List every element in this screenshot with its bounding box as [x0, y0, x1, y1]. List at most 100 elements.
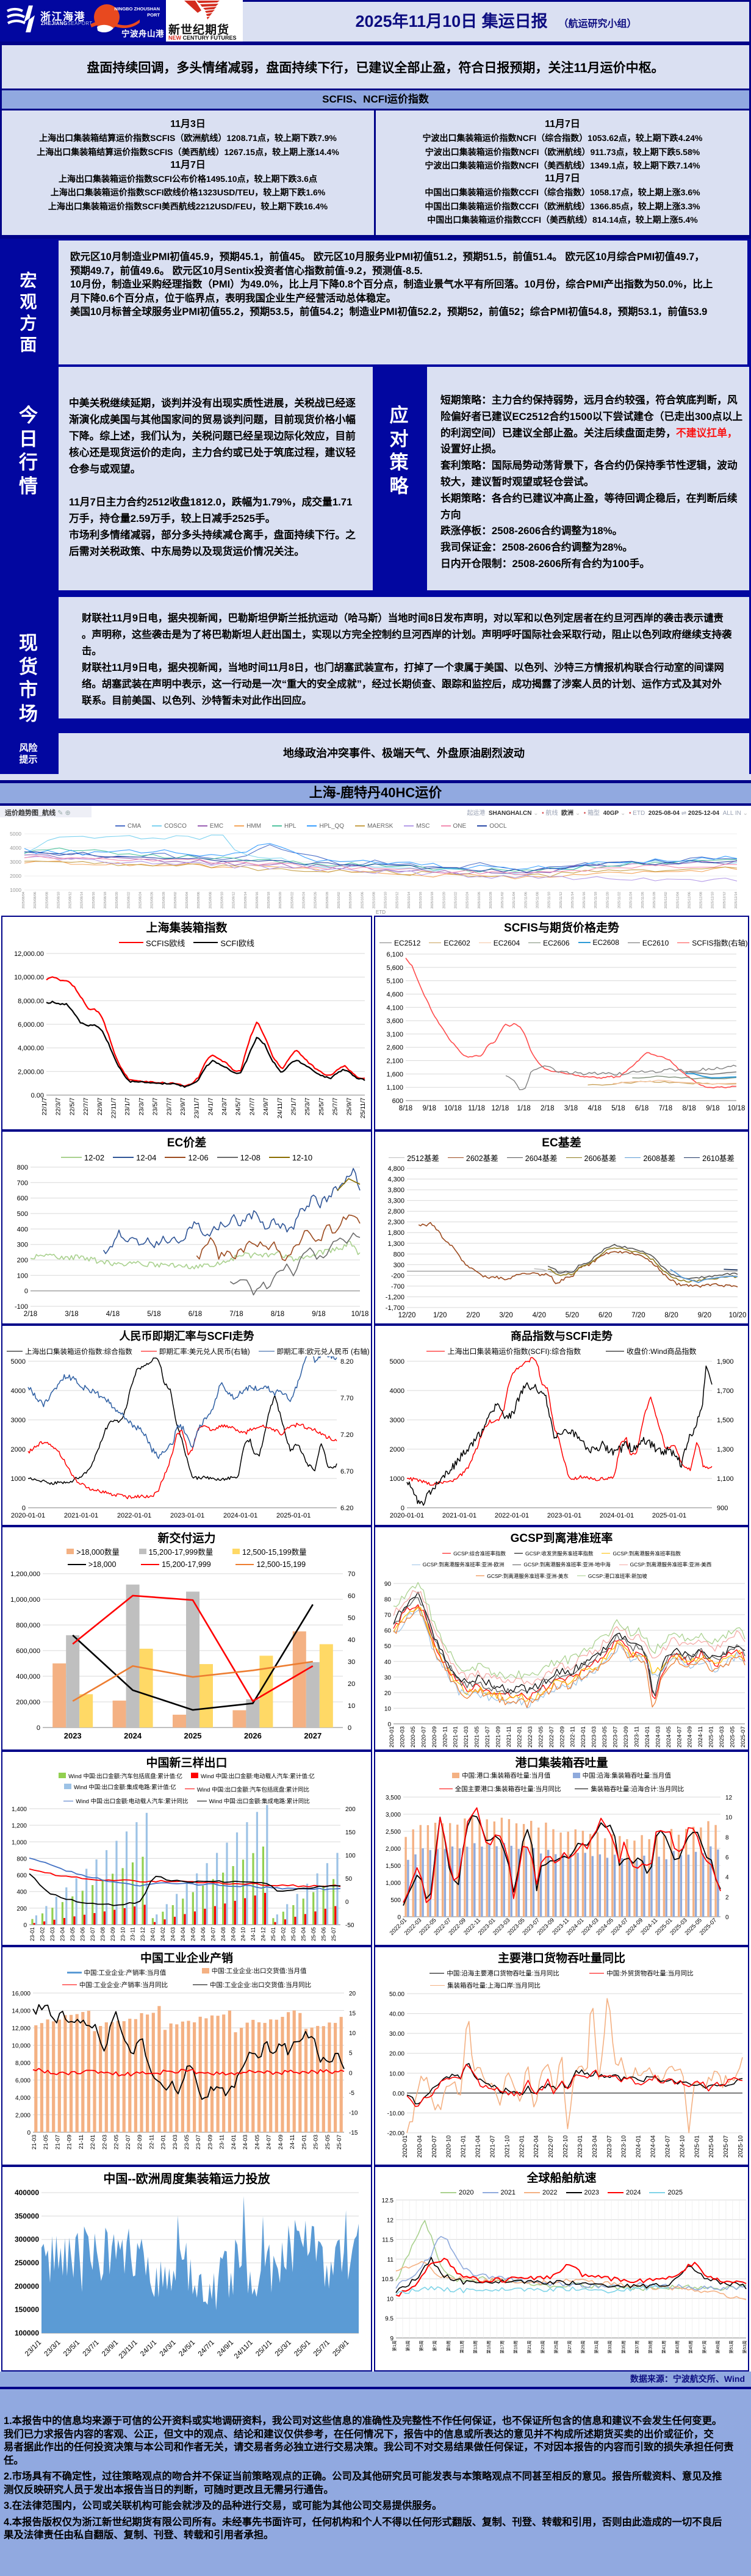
svg-text:2025/10/02: 2025/10/02: [337, 892, 341, 909]
svg-text:600: 600: [17, 1195, 28, 1202]
svg-text:10: 10: [384, 1706, 392, 1712]
svg-text:6,100: 6,100: [386, 951, 403, 958]
svg-text:2000: 2000: [10, 873, 21, 879]
svg-text:10,000: 10,000: [12, 2043, 31, 2050]
svg-text:2025/08/18: 2025/08/18: [104, 892, 107, 909]
svg-text:22-05: 22-05: [113, 2135, 120, 2149]
svg-text:2025/10/06: 2025/10/06: [361, 892, 364, 909]
svg-text:2025/09/12: 2025/09/12: [232, 892, 236, 909]
svg-text:23-04: 23-04: [60, 1927, 66, 1941]
svg-text:2021-04: 2021-04: [475, 2135, 482, 2158]
svg-text:10.5: 10.5: [382, 2276, 394, 2283]
svg-text:24-09: 24-09: [278, 2135, 284, 2149]
svg-text:2025/11/14: 2025/11/14: [571, 892, 575, 908]
svg-text:第25周: 第25周: [553, 2340, 559, 2354]
svg-text:2021-07: 2021-07: [484, 1726, 491, 1748]
svg-text:1,300: 1,300: [717, 1446, 734, 1453]
svg-text:2025/11/18: 2025/11/18: [594, 892, 598, 908]
svg-text:0: 0: [37, 1724, 40, 1732]
svg-text:23/7/7: 23/7/7: [165, 1097, 173, 1115]
svg-text:22-09: 22-09: [137, 2135, 143, 2149]
svg-text:25-02: 25-02: [281, 1927, 287, 1941]
svg-text:5000: 5000: [390, 1358, 404, 1366]
svg-text:2025/12/04: 2025/12/04: [676, 892, 680, 909]
svg-text:2025-04: 2025-04: [708, 2135, 715, 2158]
svg-text:第5周: 第5周: [419, 2340, 424, 2351]
svg-text:2025/09/28: 2025/09/28: [326, 892, 329, 909]
svg-text:2024-01-01: 2024-01-01: [600, 1512, 634, 1519]
svg-text:2022-01: 2022-01: [517, 1726, 523, 1748]
svg-text:2025/09/22: 2025/09/22: [290, 892, 294, 909]
svg-text:2,100: 2,100: [386, 1058, 403, 1065]
svg-text:23-02: 23-02: [40, 1927, 46, 1941]
svg-text:5,600: 5,600: [386, 964, 403, 972]
svg-text:2: 2: [725, 1894, 729, 1901]
svg-text:0: 0: [345, 1899, 349, 1906]
svg-text:2025/08/08: 2025/08/08: [45, 892, 49, 909]
svg-text:2025/09/18: 2025/09/18: [267, 892, 271, 909]
svg-text:300: 300: [393, 1262, 404, 1269]
svg-text:14,000: 14,000: [12, 2008, 31, 2015]
svg-text:-50: -50: [345, 1922, 354, 1929]
svg-text:22-11: 22-11: [148, 2135, 155, 2149]
svg-text:2024-01: 2024-01: [636, 2135, 642, 2158]
svg-text:22/5/7: 22/5/7: [68, 1097, 76, 1115]
svg-text:8,000.00: 8,000.00: [18, 997, 44, 1005]
svg-text:2024-07: 2024-07: [676, 1726, 683, 1748]
svg-text:1,000,000: 1,000,000: [10, 1596, 40, 1604]
svg-text:第17周: 第17周: [500, 2340, 505, 2354]
svg-text:第1周: 第1周: [392, 2340, 397, 2351]
svg-text:400000: 400000: [15, 2188, 39, 2197]
svg-text:3/18: 3/18: [65, 1311, 78, 1318]
svg-text:2025/11/08: 2025/11/08: [536, 892, 540, 908]
svg-text:第31周: 第31周: [594, 2340, 599, 2354]
svg-text:1000: 1000: [390, 1475, 404, 1483]
svg-text:20: 20: [384, 1690, 392, 1696]
svg-text:25/3/7: 25/3/7: [304, 1097, 311, 1115]
svg-text:5,100: 5,100: [386, 978, 403, 985]
svg-text:2022-01: 2022-01: [519, 2135, 525, 2158]
svg-text:3000: 3000: [390, 1417, 404, 1424]
svg-text:25/9/1: 25/9/1: [331, 2339, 350, 2358]
svg-text:700: 700: [17, 1179, 28, 1187]
svg-text:2025-01-01: 2025-01-01: [652, 1512, 686, 1519]
svg-text:11/18: 11/18: [468, 1105, 485, 1112]
svg-text:200000: 200000: [15, 2282, 39, 2290]
svg-text:1/18: 1/18: [517, 1105, 530, 1112]
svg-text:50.00: 50.00: [389, 1991, 404, 1998]
svg-text:4,000: 4,000: [15, 2095, 31, 2102]
svg-text:22-07: 22-07: [125, 2135, 132, 2149]
svg-text:2023-01: 2023-01: [580, 1726, 587, 1748]
svg-text:40.00: 40.00: [389, 2011, 404, 2018]
svg-text:24-01: 24-01: [150, 1927, 156, 1941]
svg-text:2020-01-01: 2020-01-01: [390, 1512, 424, 1519]
svg-text:25-06: 25-06: [320, 1927, 326, 1941]
svg-text:2021-07: 2021-07: [490, 2135, 497, 2158]
svg-text:8/18: 8/18: [682, 1105, 695, 1112]
svg-text:7/18: 7/18: [659, 1105, 672, 1112]
svg-text:30.00: 30.00: [389, 2031, 404, 2038]
svg-text:150000: 150000: [15, 2306, 39, 2314]
svg-text:21-03: 21-03: [31, 2135, 38, 2149]
svg-text:24-12: 24-12: [261, 1927, 267, 1941]
svg-text:2023-07: 2023-07: [606, 2135, 613, 2158]
svg-text:2025-07: 2025-07: [740, 1726, 747, 1748]
svg-text:24-01: 24-01: [231, 2135, 237, 2149]
svg-text:24-05: 24-05: [254, 2135, 261, 2149]
svg-text:24-07: 24-07: [210, 1927, 216, 1941]
svg-text:2020-10: 2020-10: [446, 2135, 453, 2158]
svg-text:2025/10/14: 2025/10/14: [408, 892, 411, 909]
svg-text:2020-07: 2020-07: [431, 2135, 438, 2158]
svg-text:第37周: 第37周: [634, 2340, 639, 2354]
svg-text:2025/08/10: 2025/08/10: [57, 892, 60, 909]
svg-text:25-05: 25-05: [311, 1927, 317, 1941]
svg-text:4/18: 4/18: [588, 1105, 602, 1112]
svg-text:2/20: 2/20: [466, 1312, 480, 1319]
svg-text:3,600: 3,600: [386, 1018, 403, 1025]
svg-text:3000: 3000: [11, 1417, 26, 1424]
svg-text:2021-09: 2021-09: [495, 1726, 502, 1748]
svg-text:25-03: 25-03: [290, 1927, 296, 1941]
svg-text:7.70: 7.70: [340, 1395, 353, 1402]
svg-text:23/3/1: 23/3/1: [43, 2339, 62, 2358]
svg-text:2022-10: 2022-10: [562, 2135, 569, 2158]
